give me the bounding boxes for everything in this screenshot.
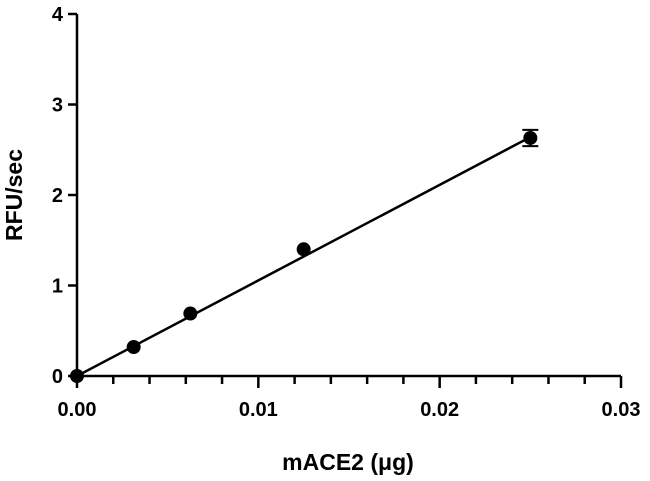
axes bbox=[75, 14, 621, 378]
y-axis-title: RFU/sec bbox=[1, 149, 27, 241]
data-points bbox=[70, 128, 539, 383]
y-tick-label: 4 bbox=[52, 4, 64, 26]
fit-line bbox=[76, 135, 531, 378]
ticks: 0 1 2 3 4 0.00 0.01 0.02 0.03 bbox=[52, 4, 641, 421]
y-tick-label: 2 bbox=[52, 185, 63, 207]
y-tick-label: 3 bbox=[52, 95, 63, 117]
x-tick-label: 0.03 bbox=[602, 399, 641, 421]
x-tick-label: 0.01 bbox=[239, 399, 278, 421]
x-tick-label: 0.00 bbox=[58, 399, 97, 421]
y-tick-label: 1 bbox=[52, 276, 63, 298]
data-point bbox=[183, 306, 198, 321]
data-point bbox=[296, 242, 311, 257]
x-tick-label: 0.02 bbox=[420, 399, 459, 421]
data-point bbox=[126, 340, 141, 355]
data-point bbox=[523, 130, 538, 145]
y-tick-label: 0 bbox=[52, 366, 63, 388]
x-axis-title: mACE2 (μg) bbox=[282, 449, 414, 475]
fit-line-group bbox=[76, 135, 531, 378]
data-point bbox=[70, 369, 84, 383]
